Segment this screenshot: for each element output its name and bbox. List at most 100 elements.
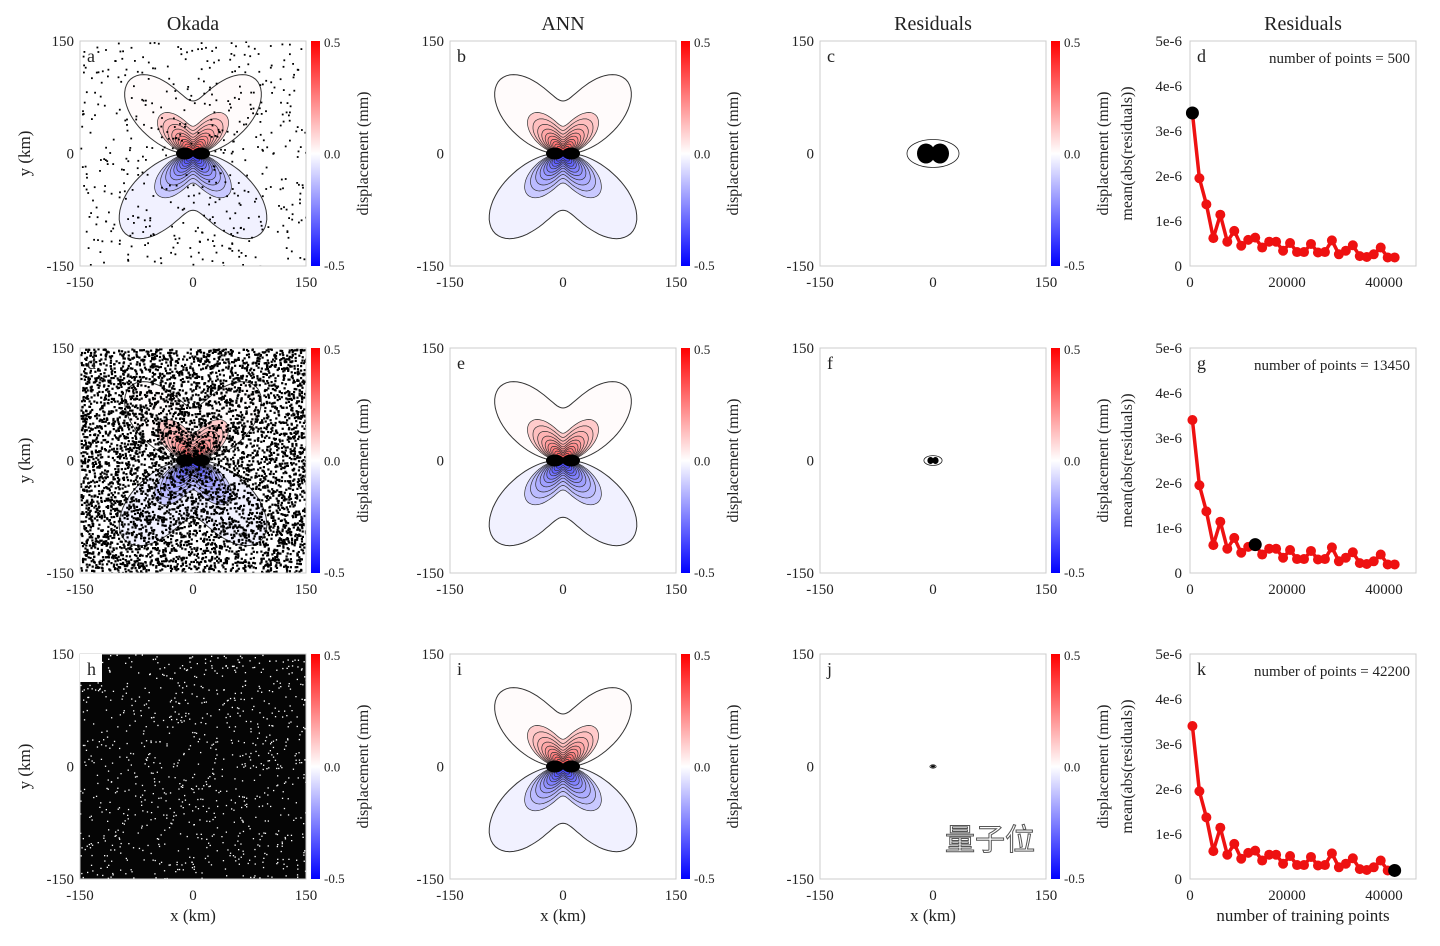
training-point <box>158 376 161 379</box>
training-point <box>173 382 176 385</box>
training-point <box>260 113 263 115</box>
training-point <box>270 512 273 515</box>
training-point <box>218 385 221 388</box>
training-point <box>188 148 190 151</box>
training-point <box>112 410 115 413</box>
training-point <box>242 496 245 499</box>
training-point <box>235 532 238 535</box>
training-point <box>279 405 282 408</box>
training-point <box>187 427 191 430</box>
training-point <box>98 541 101 544</box>
training-point <box>273 524 276 527</box>
training-point <box>257 462 260 465</box>
training-point <box>202 568 205 571</box>
training-point <box>212 528 215 531</box>
training-point <box>287 257 289 260</box>
training-point <box>285 111 288 114</box>
training-point <box>81 503 84 506</box>
training-point <box>115 530 118 533</box>
training-point <box>219 403 222 406</box>
training-point <box>195 497 198 500</box>
training-point <box>278 508 281 511</box>
training-point <box>266 562 269 565</box>
training-point <box>180 407 183 410</box>
training-point <box>244 159 247 162</box>
training-point <box>189 348 192 351</box>
training-point <box>123 545 126 548</box>
training-point <box>249 566 252 569</box>
training-point <box>103 402 106 405</box>
training-point <box>181 569 184 572</box>
training-point <box>88 348 91 351</box>
training-point <box>198 399 201 402</box>
training-point <box>130 46 133 49</box>
training-point <box>96 466 99 469</box>
training-point <box>293 89 296 92</box>
training-point <box>167 462 170 465</box>
training-point <box>117 569 120 572</box>
training-point <box>124 540 127 543</box>
training-point <box>299 486 302 489</box>
training-point <box>83 418 86 421</box>
training-point <box>275 564 278 567</box>
training-point <box>218 446 221 449</box>
training-point <box>233 492 236 495</box>
training-point <box>191 375 194 378</box>
training-point <box>91 542 95 545</box>
training-point <box>114 501 117 505</box>
training-point <box>149 402 152 405</box>
training-point <box>149 563 152 566</box>
training-point <box>299 382 302 385</box>
training-point <box>284 145 287 148</box>
training-point <box>139 562 143 565</box>
training-point <box>260 518 263 522</box>
training-point <box>265 530 268 533</box>
training-point <box>131 376 134 379</box>
training-point <box>274 380 277 383</box>
training-point <box>207 549 210 552</box>
training-point <box>100 446 104 449</box>
training-point <box>276 544 279 548</box>
training-point <box>228 523 231 526</box>
training-point <box>97 239 99 241</box>
training-point <box>165 396 168 399</box>
training-point <box>140 369 143 372</box>
training-point <box>201 440 204 443</box>
training-point <box>288 560 291 563</box>
training-point <box>142 479 145 482</box>
training-point <box>216 505 220 509</box>
training-point <box>89 443 93 446</box>
training-point <box>268 564 271 567</box>
training-point <box>290 537 294 540</box>
training-point <box>292 516 295 519</box>
training-point <box>164 457 167 460</box>
training-point <box>300 219 303 222</box>
training-point <box>299 452 302 456</box>
training-point <box>213 564 216 567</box>
training-point <box>293 365 296 368</box>
training-point <box>286 419 289 422</box>
training-point <box>130 386 134 389</box>
training-point <box>257 391 260 394</box>
training-point <box>238 524 241 527</box>
training-point <box>282 375 285 378</box>
training-point <box>86 389 89 392</box>
training-point <box>295 402 298 405</box>
training-point <box>171 424 174 428</box>
training-point <box>288 480 291 483</box>
training-point <box>216 478 219 481</box>
plot-frame <box>1189 40 1417 267</box>
training-point <box>237 386 240 390</box>
training-point <box>272 515 275 518</box>
training-point <box>302 421 305 424</box>
training-point <box>213 383 216 386</box>
training-point <box>137 455 140 458</box>
training-point <box>149 412 152 415</box>
training-point <box>161 380 164 383</box>
training-point <box>191 414 194 417</box>
training-point <box>84 422 87 425</box>
training-point <box>118 478 121 481</box>
training-point <box>296 553 299 556</box>
training-point <box>119 519 122 522</box>
training-point <box>299 534 302 537</box>
